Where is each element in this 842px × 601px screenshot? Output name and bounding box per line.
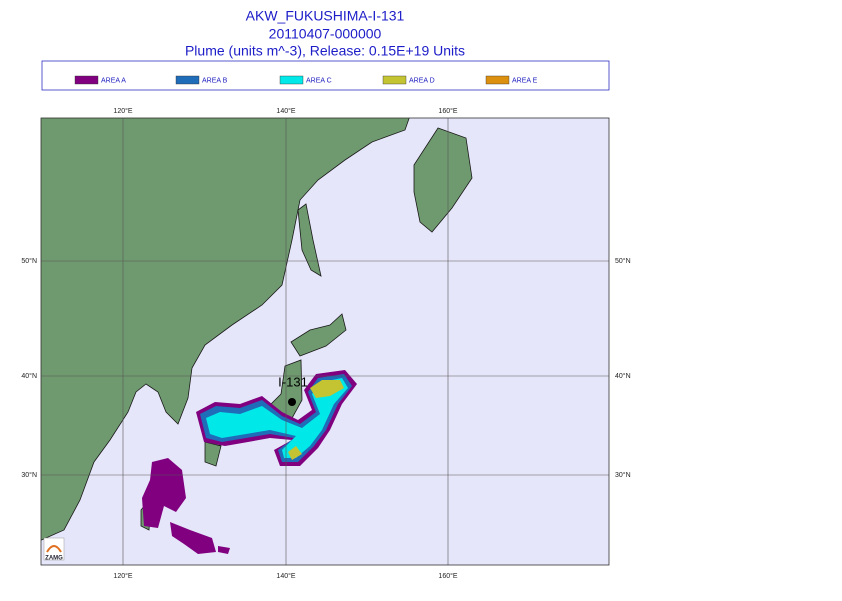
legend-swatch bbox=[382, 75, 407, 85]
logo bbox=[43, 537, 65, 561]
legend-label: AREA B bbox=[202, 77, 228, 84]
logo-icon bbox=[46, 545, 62, 553]
lat-label: 30°N bbox=[615, 471, 631, 479]
land bbox=[413, 127, 473, 233]
legend-swatch bbox=[74, 75, 99, 85]
subtitle: Plume (units m^-3), Release: 0.15E+19 Un… bbox=[185, 43, 465, 59]
land bbox=[297, 203, 322, 277]
lon-label: 120°E bbox=[113, 572, 132, 580]
lon-label: 120°E bbox=[113, 107, 132, 115]
date: 20110407-000000 bbox=[269, 26, 382, 42]
legend: AREA A AREA B AREA C AREA D AREA E bbox=[74, 75, 538, 85]
land bbox=[204, 441, 222, 467]
lat-label: 40°N bbox=[615, 372, 631, 380]
lon-label: 140°E bbox=[276, 107, 295, 115]
legend-label: AREA D bbox=[409, 77, 435, 84]
lat-label: 50°N bbox=[21, 257, 37, 265]
legend-label: AREA C bbox=[306, 77, 332, 84]
plume-area-d bbox=[288, 380, 344, 460]
legend-label: AREA A bbox=[101, 77, 126, 84]
title: AKW_FUKUSHIMA-I-131 bbox=[246, 8, 405, 24]
lat-label: 40°N bbox=[21, 372, 37, 380]
legend-box bbox=[41, 60, 610, 91]
lon-label: 140°E bbox=[276, 572, 295, 580]
land bbox=[290, 313, 347, 357]
lon-label: 160°E bbox=[438, 572, 457, 580]
logo-text: ZAMG bbox=[45, 556, 63, 562]
legend-swatch bbox=[279, 75, 304, 85]
plume-area-c bbox=[206, 378, 348, 458]
map: I-131 ZAMG bbox=[41, 118, 609, 565]
plume-area-a bbox=[170, 522, 230, 554]
lat-label: 50°N bbox=[615, 257, 631, 265]
plume-area-a bbox=[142, 458, 186, 528]
land bbox=[41, 118, 410, 541]
source-label: I-131 bbox=[278, 374, 308, 389]
lon-label: 160°E bbox=[438, 107, 457, 115]
legend-swatch bbox=[175, 75, 200, 85]
legend-label: AREA E bbox=[512, 77, 538, 84]
legend-swatch bbox=[485, 75, 510, 85]
lat-label: 30°N bbox=[21, 471, 37, 479]
source-marker bbox=[288, 398, 296, 406]
map-frame bbox=[40, 117, 610, 566]
